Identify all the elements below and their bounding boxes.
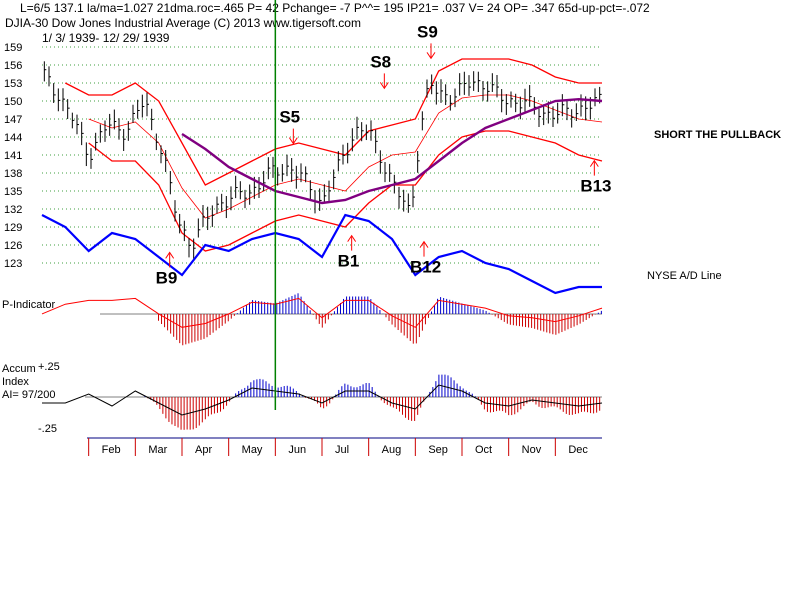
- y-tick-label: 132: [4, 204, 22, 216]
- buy-arrow-head: [347, 234, 357, 242]
- accum-minus-label: -.25: [38, 423, 57, 435]
- y-tick-label: 159: [4, 42, 22, 54]
- y-tick-label: 153: [4, 78, 22, 90]
- y-axis-labels: 159 156 153 150 147 144 141 138 135 132 129 126 123: [4, 42, 22, 270]
- month-label-feb: Feb: [102, 444, 121, 456]
- ad-line: [41, 213, 602, 295]
- month-label-nov: Nov: [522, 444, 542, 456]
- p-avg-line: [41, 297, 603, 328]
- signal-s8: S8: [370, 52, 391, 71]
- ai-label: AI= 97/200: [2, 389, 56, 401]
- signal-b12: B12: [410, 258, 441, 277]
- signal-s5: S5: [279, 108, 300, 127]
- lower-band-line: [88, 130, 603, 252]
- sell-arrow-head: [288, 137, 298, 145]
- upper-band-line: [65, 58, 602, 186]
- y-tick-label: 156: [4, 60, 22, 72]
- grid: [42, 46, 602, 264]
- buy-arrow-head: [589, 159, 599, 167]
- signal-labels: S9 S8 S5 B1 B12 B9 B13: [156, 22, 612, 287]
- month-label-apr: Apr: [195, 444, 212, 456]
- y-tick-label: 144: [4, 132, 22, 144]
- month-label-sep: Sep: [428, 444, 448, 456]
- ad-line-series: [41, 213, 602, 295]
- y-tick-label: 150: [4, 96, 22, 108]
- sell-arrow-head: [426, 52, 436, 60]
- sell-arrow-head: [379, 82, 389, 90]
- p-indicator-panel: [41, 293, 603, 346]
- y-tick-label: 126: [4, 240, 22, 252]
- signal-s9: S9: [417, 22, 438, 41]
- buy-arrow-head: [165, 251, 175, 259]
- y-tick-label: 141: [4, 150, 22, 162]
- buy-arrow-head: [419, 240, 429, 248]
- accum-plus-label: +.25: [38, 361, 60, 373]
- moving-average: [181, 97, 603, 205]
- signal-b9: B9: [156, 268, 178, 287]
- ma-line: [181, 97, 603, 205]
- y-tick-label: 129: [4, 222, 22, 234]
- month-axis: Feb Mar Apr May Jun Jul Aug Sep Oct Nov Dec: [87, 437, 602, 456]
- month-label-jun: Jun: [288, 444, 306, 456]
- signal-b1: B1: [338, 252, 360, 271]
- month-label-dec: Dec: [568, 444, 588, 456]
- signal-arrows: [165, 43, 599, 268]
- header-line-1: L=6/5 137.1 la/ma=1.027 21dma.roc=.465 P…: [20, 1, 650, 15]
- month-label-may: May: [242, 444, 263, 456]
- month-label-mar: Mar: [148, 444, 167, 456]
- index-label: Index: [2, 376, 29, 388]
- month-label-jul: Jul: [335, 444, 349, 456]
- y-tick-label: 147: [4, 114, 22, 126]
- middle-band-line: [88, 94, 603, 219]
- y-tick-label: 135: [4, 186, 22, 198]
- signal-b13: B13: [580, 177, 611, 196]
- month-label-oct: Oct: [475, 444, 492, 456]
- y-tick-label: 123: [4, 258, 22, 270]
- accum-label: Accum: [2, 363, 36, 375]
- accum-index-panel: [42, 374, 603, 430]
- adline-label: NYSE A/D Line: [647, 270, 722, 282]
- accum-avg-line: [42, 384, 603, 416]
- bollinger-bands: [65, 58, 603, 252]
- short-note: SHORT THE PULLBACK: [654, 129, 781, 141]
- p-indicator-label: P-Indicator: [2, 299, 56, 311]
- header-line-2: DJIA-30 Dow Jones Industrial Average (C)…: [5, 16, 361, 30]
- month-label-aug: Aug: [382, 444, 402, 456]
- header-line-3: 1/ 3/ 1939- 12/ 29/ 1939: [42, 31, 170, 45]
- y-tick-label: 138: [4, 168, 22, 180]
